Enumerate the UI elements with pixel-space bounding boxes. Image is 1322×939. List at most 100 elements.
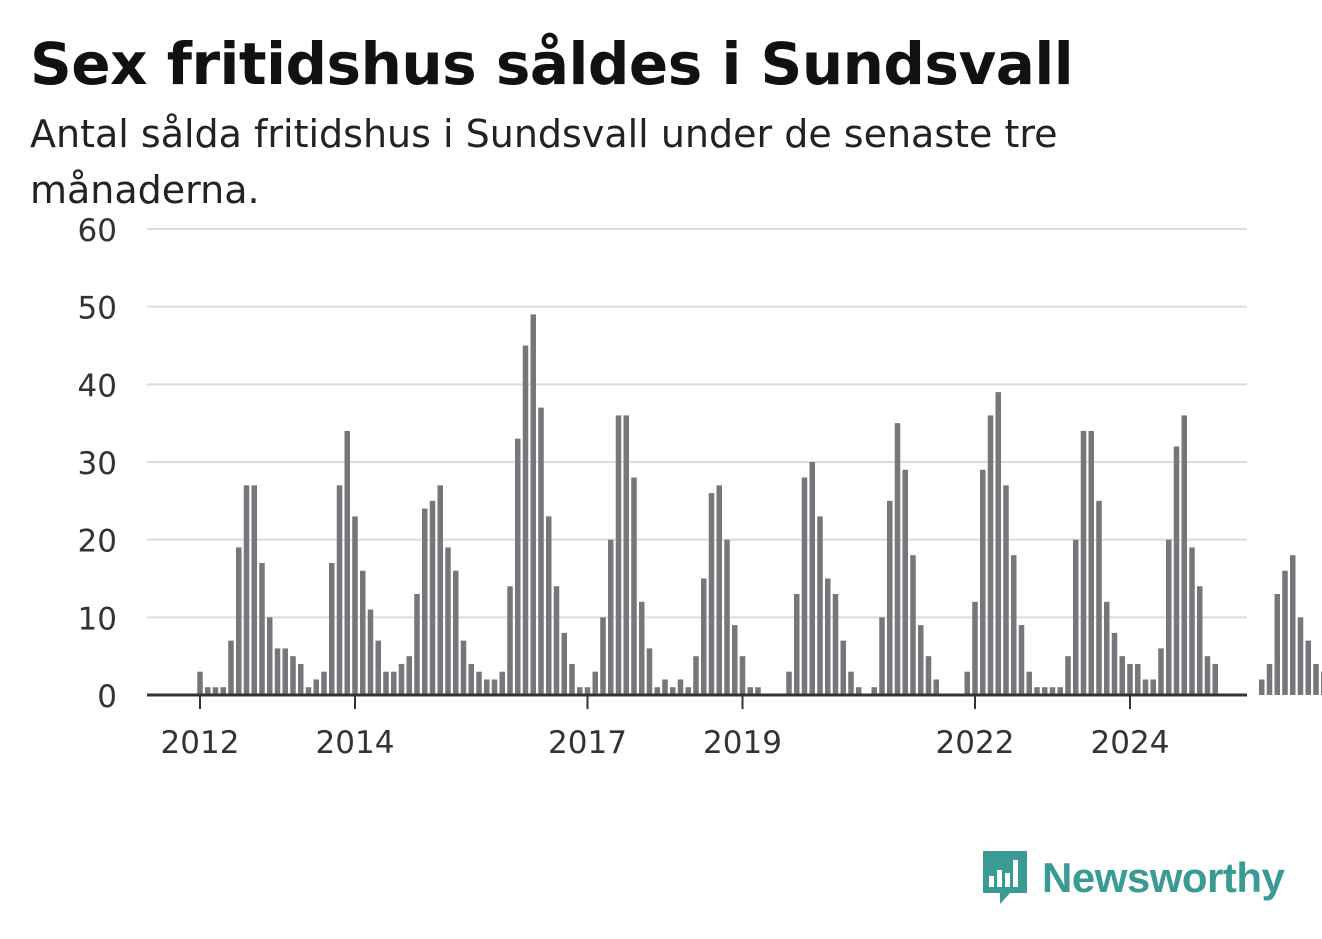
bar: [1290, 555, 1296, 695]
bar: [615, 415, 622, 695]
bar: [1181, 415, 1187, 695]
bar: [662, 679, 668, 695]
bar: [360, 570, 366, 695]
y-tick-label: 20: [78, 524, 117, 560]
bar: [569, 663, 575, 695]
bar: [1018, 625, 1025, 695]
bar: [1080, 430, 1087, 695]
bar: [375, 640, 381, 695]
bar: [344, 430, 350, 695]
bar: [251, 485, 257, 695]
bar: [1111, 632, 1118, 695]
bar: [972, 601, 978, 695]
bar: [739, 656, 746, 695]
bar: [391, 671, 397, 695]
bar: [422, 508, 428, 695]
bar: [755, 687, 761, 695]
bar: [1073, 539, 1079, 695]
bar: [817, 516, 823, 695]
bar: [825, 578, 831, 695]
bar: [693, 656, 699, 695]
x-tick-label: 2019: [703, 725, 782, 761]
bar: [1313, 663, 1319, 695]
bar: [794, 594, 800, 695]
bar: [1274, 594, 1280, 695]
bar: [623, 415, 629, 695]
x-tick-label: 2024: [1091, 725, 1170, 761]
bar: [1212, 663, 1218, 695]
bar: [538, 407, 544, 695]
bar: [484, 679, 490, 695]
bar: [685, 687, 691, 695]
chart-subtitle: Antal sålda fritidshus i Sundsvall under…: [30, 112, 1058, 212]
bar: [894, 423, 901, 695]
bar: [716, 485, 722, 695]
bar: [305, 687, 312, 695]
bar: [429, 500, 436, 695]
bar: [298, 663, 304, 695]
bar: [809, 462, 815, 695]
bar: [1197, 586, 1203, 695]
bar: [1049, 687, 1056, 695]
bar: [1297, 617, 1304, 695]
newsworthy-logo-icon: [983, 851, 1027, 904]
bar: [1173, 446, 1180, 695]
bar: [902, 469, 908, 695]
bar: [507, 586, 513, 695]
bar: [918, 625, 924, 695]
bar: [995, 392, 1001, 695]
bar: [1026, 671, 1032, 695]
bar: [708, 493, 715, 695]
bar: [1096, 500, 1102, 695]
gridlines: [147, 228, 1247, 619]
bar: [259, 562, 265, 695]
bar: [1088, 430, 1094, 695]
y-tick-label: 60: [78, 213, 117, 249]
bar: [832, 594, 839, 695]
bar: [925, 656, 932, 695]
x-tick-label: 2014: [316, 725, 395, 761]
bar: [1266, 663, 1273, 695]
bar: [546, 516, 552, 695]
bar: [933, 679, 939, 695]
bar: [964, 671, 970, 695]
bar: [236, 547, 242, 695]
bar: [491, 679, 498, 695]
bar: [367, 609, 374, 695]
bar: [336, 485, 343, 695]
bar: [437, 485, 443, 695]
brand-name: Newsworthy: [1042, 854, 1285, 901]
bar: [732, 625, 738, 695]
bar: [646, 648, 653, 695]
bar: [1305, 640, 1311, 695]
bar: [670, 687, 676, 695]
bar: [1003, 485, 1009, 695]
bar: [321, 671, 327, 695]
bar: [747, 687, 753, 695]
bar: [871, 687, 877, 695]
bar: [701, 578, 707, 695]
bar: [577, 687, 583, 695]
bar: [290, 656, 296, 695]
bar: [677, 679, 684, 695]
bar: [243, 485, 250, 695]
bar: [987, 415, 994, 695]
bar: [840, 640, 846, 695]
bar: [352, 516, 358, 695]
bar: [1065, 656, 1071, 695]
axes: [147, 693, 1247, 709]
bar: [460, 640, 467, 695]
x-tick-label: 2017: [548, 725, 627, 761]
bar: [274, 648, 281, 695]
bar: [553, 586, 560, 695]
bar: [879, 617, 885, 695]
bar: [1282, 570, 1288, 695]
newsworthy-logo: Newsworthy: [980, 848, 1285, 908]
bar: [1150, 679, 1156, 695]
y-tick-label: 50: [78, 291, 117, 327]
bar: [476, 671, 482, 695]
bar: [910, 555, 916, 695]
bar: [631, 477, 637, 695]
bar: [383, 671, 389, 695]
